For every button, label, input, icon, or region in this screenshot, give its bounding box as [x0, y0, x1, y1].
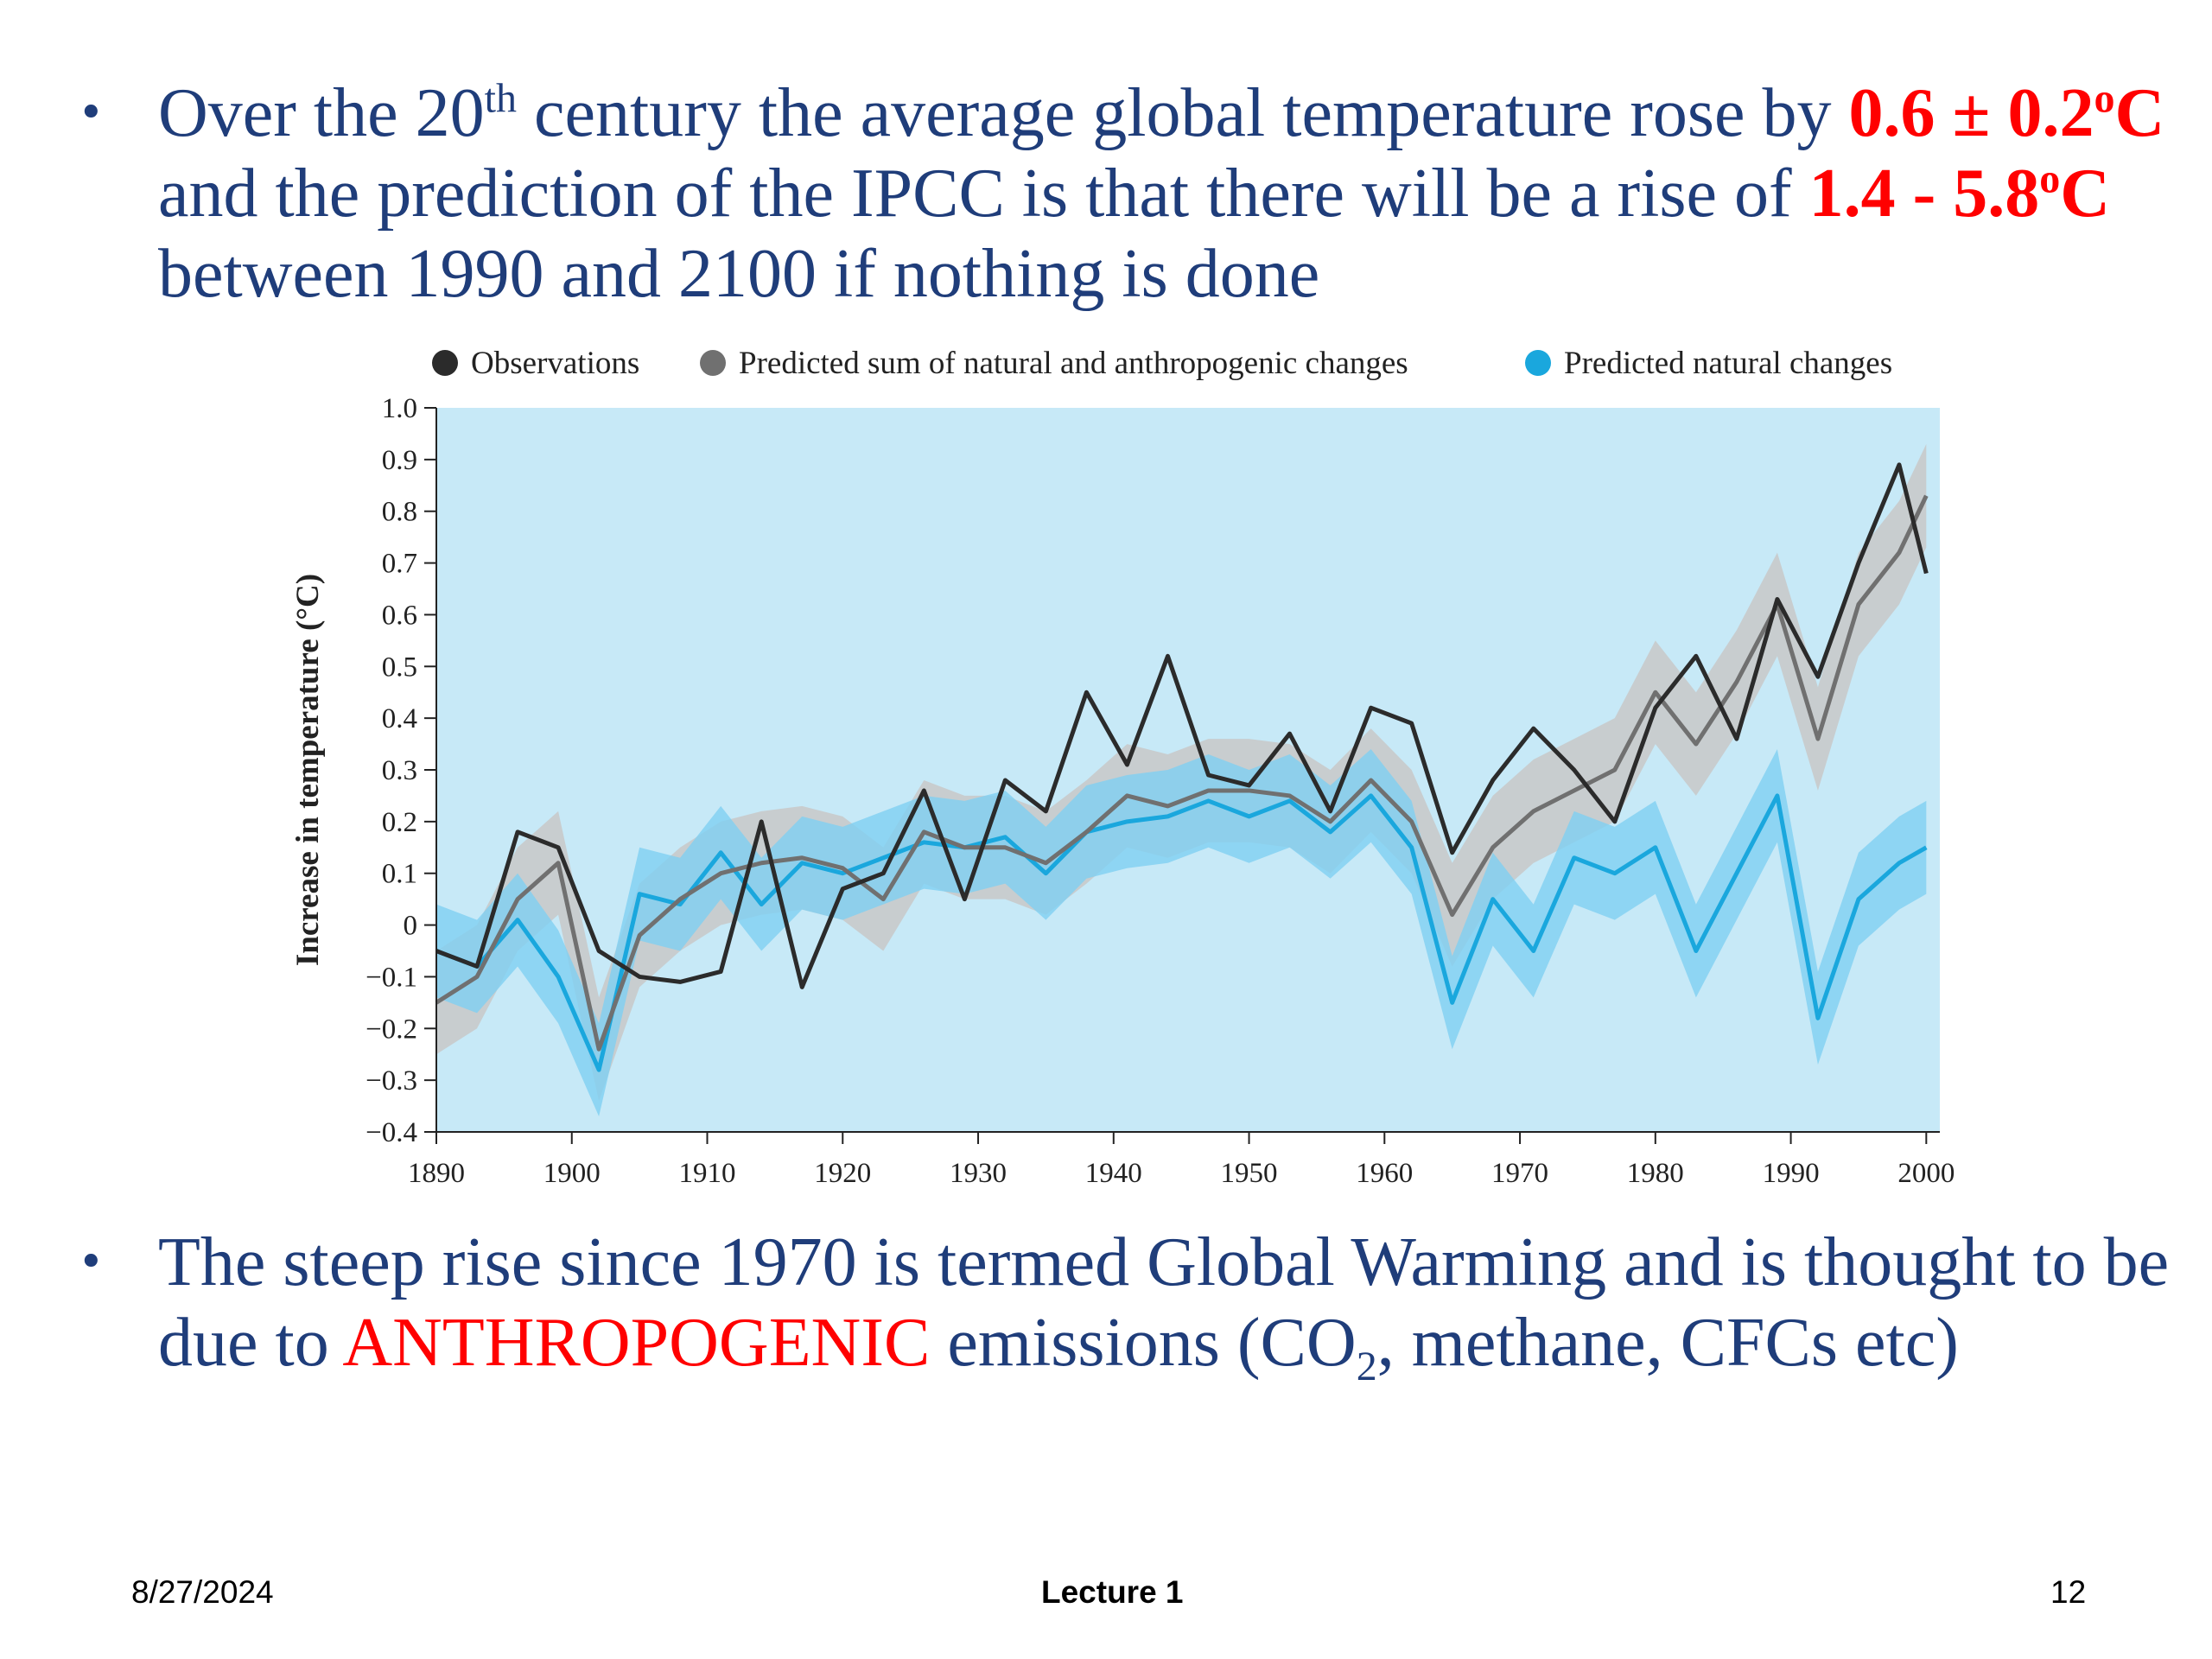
b2-text-1: The steep rise since 1970 is termed Glob… — [158, 1224, 2170, 1381]
b1-text-2: century the average global temperature r… — [517, 75, 1849, 151]
b1-hl1-degree: o — [2094, 75, 2115, 122]
legend-label: Predicted natural changes — [1564, 346, 1892, 381]
b1-hl2-value: 1.4 - 5.8 — [1808, 156, 2040, 232]
y-tick-label: −0.2 — [365, 1014, 417, 1045]
b1-sup: th — [484, 75, 517, 122]
legend-marker — [432, 350, 458, 376]
y-axis-label: Increase in temperature (°C) — [290, 574, 326, 966]
y-tick-label: 0.4 — [382, 703, 417, 734]
b2-sub: 2 — [1356, 1344, 1377, 1389]
chart-axes: 1.0 0.9 0.8 0.7 0.6 0.5 0.4 0.3 0.2 0.1 0 −0.1 −0.2 −… — [365, 393, 1955, 1189]
footer-page-number: 12 — [2050, 1574, 2087, 1610]
legend-marker — [700, 350, 726, 376]
x-tick-label: 1920 — [814, 1158, 871, 1189]
x-tick-label: 1980 — [1627, 1158, 1684, 1189]
bullet-2: • The steep rise since 1970 is termed Gl… — [69, 1223, 2212, 1388]
series-lines — [435, 462, 1929, 1072]
bullet-dot: • — [78, 87, 105, 139]
b1-hl1-unit: C — [2114, 75, 2165, 151]
series-line-observations — [435, 462, 1929, 989]
y-tick-label: 0.8 — [382, 497, 417, 528]
chart-legend: Observations Predicted sum of natural and… — [432, 346, 1892, 381]
temperature-chart: Observations Predicted sum of natural and… — [290, 346, 1955, 1189]
uncertainty-bands — [436, 443, 1927, 1117]
series-line-combined — [435, 494, 1929, 1052]
y-tick-label: 0.1 — [382, 859, 417, 890]
bullet-1-text: Over the 20th century the average global… — [158, 73, 2212, 315]
b1-highlight-1: 0.6 ± 0.2oC — [1849, 75, 2165, 151]
b2-text-2: emissions (CO — [930, 1305, 1357, 1381]
y-tick-label: 0.2 — [382, 807, 417, 838]
b1-text-3: and the prediction of the IPCC is that t… — [158, 156, 1809, 232]
x-tick-label: 1900 — [543, 1158, 601, 1189]
y-tick-label: 0.3 — [382, 755, 417, 786]
x-tick-label: 1960 — [1356, 1158, 1413, 1189]
bullet-2-text: The steep rise since 1970 is termed Glob… — [158, 1223, 2212, 1388]
bullet-dot: • — [78, 1236, 105, 1288]
b1-text-1: Over the 20 — [158, 75, 485, 151]
legend-label: Observations — [471, 346, 639, 381]
y-tick-label: 0.5 — [382, 652, 417, 683]
x-tick-label: 1970 — [1491, 1158, 1548, 1189]
b2-text-3: , methane, CFCs etc) — [1376, 1305, 1959, 1381]
footer-date: 8/27/2024 — [131, 1574, 274, 1610]
legend-marker — [1525, 350, 1551, 376]
bullet-1: • Over the 20th century the average glob… — [69, 73, 2212, 315]
x-tick-label: 1930 — [950, 1158, 1007, 1189]
x-tick-label: 1940 — [1085, 1158, 1142, 1189]
y-tick-label: 0.7 — [382, 549, 417, 580]
y-tick-label: 0.9 — [382, 445, 417, 476]
y-tick-label: 1.0 — [382, 393, 417, 424]
b1-hl2-degree: o — [2039, 156, 2061, 202]
b1-text-4: between 1990 and 2100 if nothing is done — [158, 236, 1320, 312]
x-tick-label: 1950 — [1221, 1158, 1278, 1189]
y-tick-label: −0.3 — [365, 1065, 417, 1096]
b1-hl2-unit: C — [2060, 156, 2111, 232]
x-tick-label: 1990 — [1763, 1158, 1820, 1189]
y-tick-label: −0.1 — [365, 962, 417, 993]
legend-label: Predicted sum of natural and anthropogen… — [739, 346, 1408, 381]
b1-hl1-value: 0.6 ± 0.2 — [1848, 75, 2094, 151]
y-tick-label: 0.6 — [382, 600, 417, 631]
footer-lecture: Lecture 1 — [1041, 1574, 1184, 1610]
y-tick-label: 0 — [404, 911, 418, 942]
x-tick-label: 2000 — [1897, 1158, 1955, 1189]
x-tick-label: 1890 — [408, 1158, 465, 1189]
y-tick-label: −0.4 — [365, 1117, 417, 1148]
b2-highlight: ANTHROPOGENIC — [342, 1305, 931, 1381]
b1-highlight-2: 1.4 - 5.8oC — [1809, 156, 2110, 232]
x-tick-label: 1910 — [679, 1158, 736, 1189]
band-natural — [436, 749, 1927, 1117]
